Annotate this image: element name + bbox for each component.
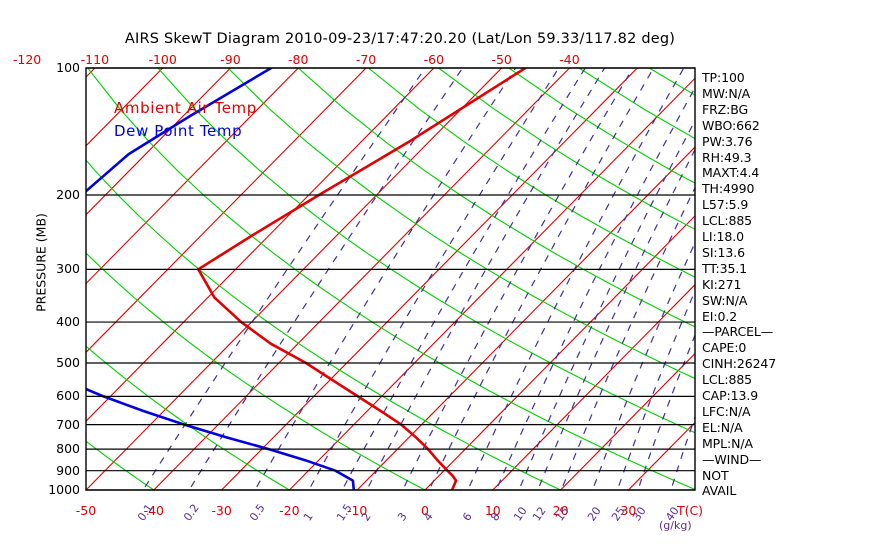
pressure-tick: 100: [56, 60, 80, 75]
stat-line: WBO:662: [702, 117, 760, 133]
stat-line: CINH:26247: [702, 356, 777, 372]
bottom-temp-tick: 30: [620, 503, 637, 518]
stat-line: TH:4990: [702, 181, 755, 197]
top-temp-tick: -70: [355, 52, 377, 67]
pressure-tick: 200: [56, 187, 80, 203]
stat-line: MPL:N/A: [702, 435, 753, 451]
bottom-temp-tick: -50: [75, 503, 97, 518]
stat-line: MAXT:4.4: [702, 165, 760, 181]
stat-line: SW:N/A: [702, 292, 748, 308]
stat-line: LI:18.0: [702, 229, 744, 244]
stat-line: LCL:885: [702, 213, 753, 229]
stat-line: EI:0.2: [702, 308, 738, 324]
bottom-temp-tick: -40: [143, 503, 164, 518]
stat-line: PW:3.76: [702, 133, 753, 149]
page-title: AIRS SkewT Diagram 2010-09-23/17:47:20.2…: [124, 31, 676, 47]
stat-line: AVAIL: [702, 483, 737, 499]
legend-ambient-air-temp: Ambient Air Temp: [114, 99, 257, 117]
pressure-tick: 900: [56, 462, 80, 478]
stat-line: —WIND—: [702, 451, 762, 467]
stat-line: RH:49.3: [702, 149, 752, 165]
top-temp-tick: -40: [559, 52, 580, 67]
stat-line: LCL:885: [702, 372, 753, 388]
pressure-tick: 500: [56, 354, 80, 370]
top-temp-tick: -90: [220, 52, 241, 67]
stat-line: KI:271: [702, 276, 742, 292]
bottom-temp-tick: 10: [484, 503, 501, 518]
stat-line: EL:N/A: [702, 419, 743, 435]
stat-line: TT:35.1: [702, 260, 748, 276]
stat-line: CAP:13.9: [702, 388, 759, 403]
bottom-temp-tick: -30: [211, 503, 232, 518]
pressure-tick: 700: [56, 416, 80, 432]
stat-line: —PARCEL—: [702, 324, 774, 340]
legend-dew-point-temp: Dew Point Temp: [114, 122, 243, 140]
stat-line: L57:5.9: [702, 197, 749, 213]
top-temp-tick: -80: [288, 52, 309, 67]
top-temp-tick: -50: [491, 52, 512, 67]
top-temp-tick: -110: [80, 52, 110, 67]
stat-line: LFC:N/A: [702, 403, 751, 419]
stat-line: SI:13.6: [702, 244, 745, 260]
pressure-tick: 300: [56, 261, 80, 277]
pressure-tick: 600: [56, 388, 80, 404]
bottom-temp-tick: -10: [346, 503, 368, 518]
pressure-tick: 800: [56, 441, 80, 457]
pressure-tick: 1000: [48, 482, 80, 497]
stat-line: CAPE:0: [702, 340, 747, 356]
bottom-temp-tick: 0: [421, 503, 429, 518]
pressure-tick: 400: [56, 314, 80, 330]
stat-line: NOT: [702, 467, 729, 483]
stat-line: TP:100: [702, 70, 745, 85]
bottom-temp-tick: 20: [552, 503, 569, 518]
top-temp-tick: -120: [12, 52, 42, 67]
top-temp-tick: -60: [423, 52, 445, 67]
top-temp-tick: -100: [148, 52, 177, 67]
bottom-temp-tick: -20: [279, 503, 300, 518]
mixing-ratio-axis-label: (g/kg): [659, 519, 692, 532]
bottom-axis-label-tc: T(C): [676, 503, 704, 518]
stat-line: MW:N/A: [702, 85, 751, 101]
stat-line: FRZ:BG: [702, 101, 749, 117]
